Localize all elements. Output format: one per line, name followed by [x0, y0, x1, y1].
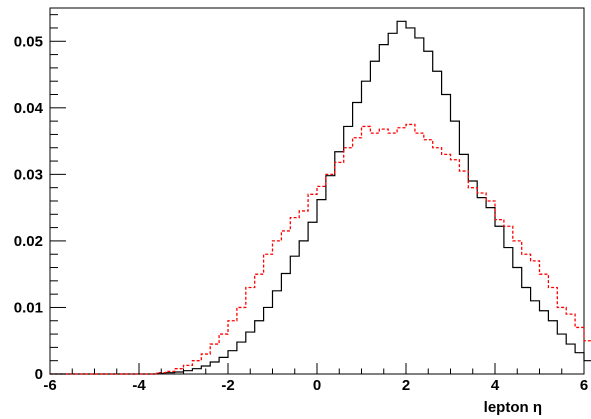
x-axis-title: lepton η — [484, 399, 542, 416]
x-tick-label: -4 — [132, 377, 146, 394]
y-tick-label: 0.04 — [14, 100, 44, 117]
x-tick-label: -6 — [43, 377, 56, 394]
y-tick-label: 0.02 — [14, 233, 43, 250]
x-tick-label: 0 — [313, 377, 321, 394]
y-tick-label: 0.03 — [14, 166, 43, 183]
y-tick-label: 0.05 — [14, 33, 43, 50]
series-layer — [50, 20, 591, 375]
x-tick-label: 2 — [402, 377, 410, 394]
series-line-dashed — [50, 123, 591, 375]
series-line-solid — [50, 20, 591, 375]
y-tick-label: 0 — [35, 366, 43, 383]
y-tick-label: 0.01 — [14, 299, 43, 316]
plot-frame — [49, 7, 585, 375]
x-tick-label: -2 — [221, 377, 234, 394]
tick-labels-layer: -6 -4 -2 0 2 4 6 0 0.01 0.02 0.03 0.04 0.05 — [14, 33, 588, 394]
ticks-layer — [49, 14, 585, 375]
plot-border — [49, 7, 585, 375]
x-tick-label: 6 — [580, 377, 588, 394]
x-tick-label: 4 — [491, 377, 500, 394]
